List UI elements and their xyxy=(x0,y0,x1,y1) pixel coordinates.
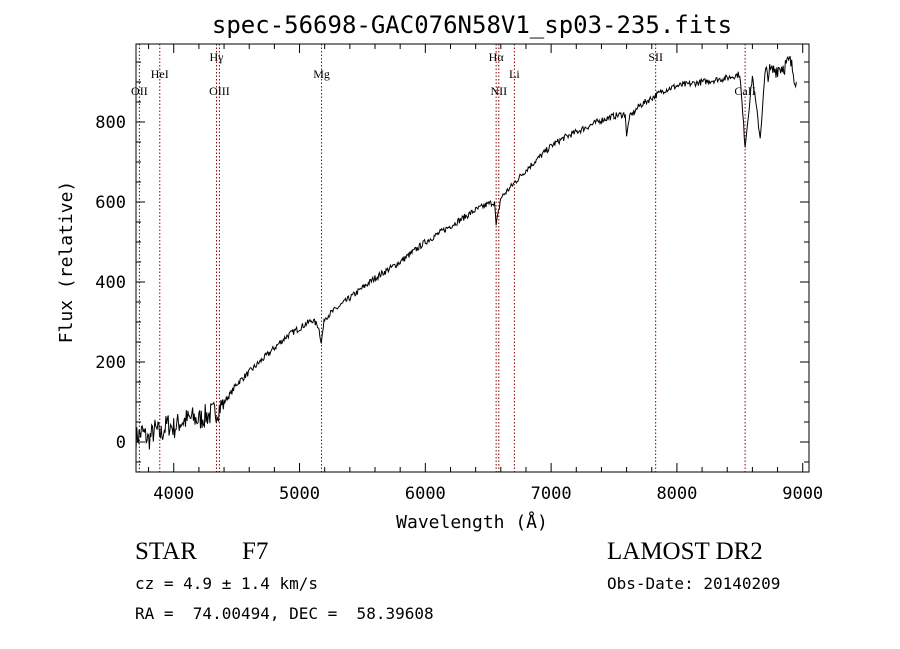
x-tick-label: 5000 xyxy=(279,484,320,504)
x-tick-label: 9000 xyxy=(782,484,823,504)
x-tick-label: 8000 xyxy=(656,484,697,504)
object-type: STAR xyxy=(135,538,197,565)
redshift-info: cz = 4.9 ± 1.4 km/s xyxy=(135,574,319,593)
object-subclass: F7 xyxy=(242,538,269,565)
line-label-6: NII xyxy=(490,84,507,98)
line-label-2: Hγ xyxy=(210,50,225,64)
y-axis-ticks: 0 200 400 600 800 xyxy=(95,61,809,463)
line-label-7: Li xyxy=(509,67,520,81)
line-label-4: Mg xyxy=(313,67,330,81)
y-tick-label: 800 xyxy=(95,113,126,133)
x-tick-label: 6000 xyxy=(405,484,446,504)
chart-title: spec-56698-GAC076N58V1_sp03-235.fits xyxy=(212,11,732,39)
line-label-9: CaII xyxy=(734,84,755,98)
coordinates: RA = 74.00494, DEC = 58.39608 xyxy=(135,604,434,623)
survey-name: LAMOST DR2 xyxy=(607,538,763,565)
y-axis-label: Flux (relative) xyxy=(56,181,77,344)
x-tick-label: 7000 xyxy=(531,484,572,504)
x-axis-label: Wavelength (Å) xyxy=(396,511,548,533)
y-tick-label: 0 xyxy=(116,433,126,453)
x-axis-ticks: 4000 5000 6000 7000 8000 9000 xyxy=(148,44,823,504)
line-label-3: OIII xyxy=(209,84,230,98)
spectrum-layer xyxy=(136,55,797,451)
spectrum-series xyxy=(136,55,797,451)
y-tick-label: 400 xyxy=(95,273,126,293)
line-label-8: SII xyxy=(648,50,663,64)
line-label-1: HeI xyxy=(151,67,169,81)
line-label-0: OII xyxy=(131,84,148,98)
y-tick-label: 200 xyxy=(95,353,126,373)
line-label-5: Hα xyxy=(489,50,505,64)
observation-date: Obs-Date: 20140209 xyxy=(607,574,781,593)
y-tick-label: 600 xyxy=(95,193,126,213)
plot-frame xyxy=(135,43,810,473)
x-tick-label: 4000 xyxy=(153,484,194,504)
